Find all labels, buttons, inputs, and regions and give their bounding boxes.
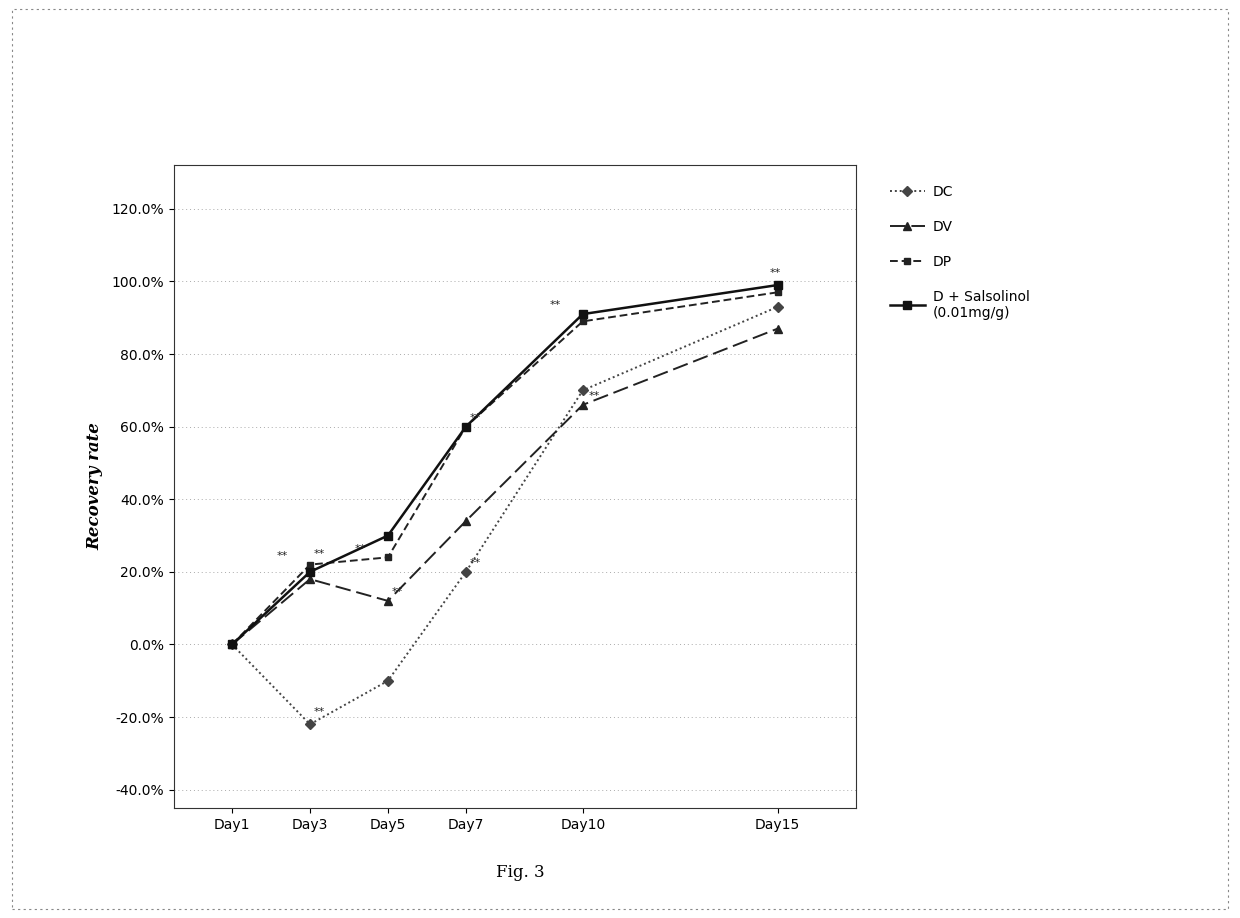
DC bbox=[575, 385, 590, 396]
DC bbox=[224, 639, 239, 650]
DC bbox=[303, 719, 317, 730]
D + Salsolinol
(0.01mg/g) bbox=[381, 530, 396, 541]
D + Salsolinol
(0.01mg/g) bbox=[770, 280, 785, 291]
DC bbox=[459, 566, 474, 577]
Text: **: ** bbox=[549, 300, 560, 310]
Legend: DC, DV, DP, D + Salsolinol
(0.01mg/g): DC, DV, DP, D + Salsolinol (0.01mg/g) bbox=[890, 185, 1029, 319]
DP bbox=[575, 316, 590, 327]
Text: **: ** bbox=[314, 707, 325, 717]
DP bbox=[459, 421, 474, 432]
Text: **: ** bbox=[277, 551, 288, 561]
Line: D + Salsolinol
(0.01mg/g): D + Salsolinol (0.01mg/g) bbox=[228, 281, 782, 649]
Text: **: ** bbox=[314, 549, 325, 559]
DC bbox=[381, 676, 396, 687]
DP bbox=[770, 286, 785, 297]
Line: DC: DC bbox=[228, 303, 781, 728]
D + Salsolinol
(0.01mg/g) bbox=[575, 308, 590, 319]
Text: **: ** bbox=[355, 543, 366, 554]
Text: **: ** bbox=[470, 413, 481, 423]
Text: **: ** bbox=[470, 558, 481, 568]
Text: Fig. 3: Fig. 3 bbox=[496, 864, 546, 880]
DP bbox=[303, 559, 317, 570]
D + Salsolinol
(0.01mg/g) bbox=[224, 639, 239, 650]
DV bbox=[459, 516, 474, 527]
Line: DP: DP bbox=[228, 289, 781, 648]
Line: DV: DV bbox=[228, 324, 782, 649]
DC bbox=[770, 301, 785, 312]
DV bbox=[381, 596, 396, 607]
DV bbox=[303, 574, 317, 585]
DP bbox=[381, 552, 396, 563]
D + Salsolinol
(0.01mg/g) bbox=[303, 566, 317, 577]
DV bbox=[575, 399, 590, 410]
Text: **: ** bbox=[392, 588, 403, 598]
DV bbox=[770, 323, 785, 334]
DV bbox=[224, 639, 239, 650]
Text: **: ** bbox=[770, 268, 781, 278]
Text: **: ** bbox=[589, 391, 600, 401]
Y-axis label: Recovery rate: Recovery rate bbox=[86, 422, 103, 551]
DP bbox=[224, 639, 239, 650]
D + Salsolinol
(0.01mg/g) bbox=[459, 421, 474, 432]
